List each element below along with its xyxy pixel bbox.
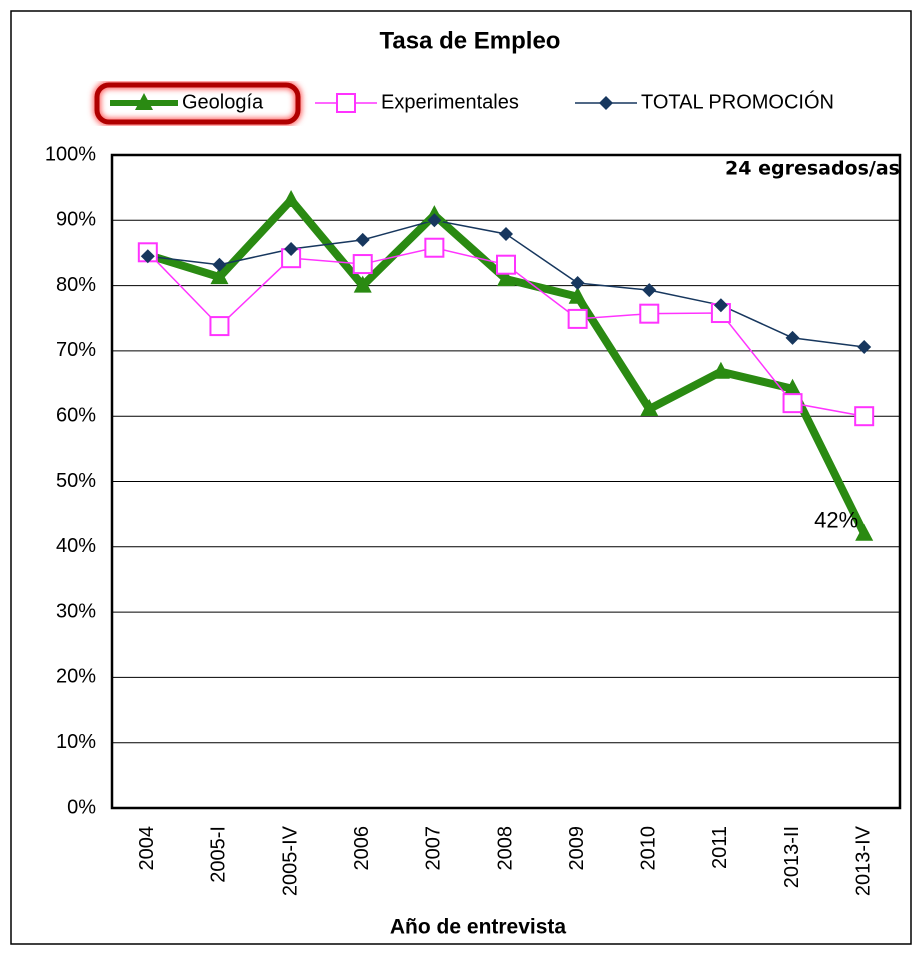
y-tick-label: 50% (56, 470, 96, 492)
y-tick-label: 100% (45, 143, 96, 165)
x-tick-label: 2005-I (208, 826, 230, 883)
marker (355, 232, 370, 247)
marker (352, 254, 373, 275)
series-line (146, 194, 868, 536)
marker (140, 249, 155, 264)
marker (497, 269, 515, 287)
y-tick-label: 90% (56, 209, 96, 231)
marker (642, 283, 657, 298)
y-tick-label: 20% (56, 666, 96, 688)
y-tick-label: 10% (56, 731, 96, 753)
x-tick-label: 2004 (136, 826, 158, 871)
x-tick-label: 2006 (351, 826, 373, 871)
marker (427, 213, 442, 228)
legend-marker (336, 93, 356, 113)
x-tick-label: 2013-II (781, 826, 803, 888)
plot-border (110, 153, 902, 810)
marker (640, 399, 659, 417)
x-axis-title: Año de entrevista (390, 916, 567, 939)
x-tick-label: 2013-IV (852, 825, 874, 896)
x-tick-label: 2009 (566, 826, 588, 871)
marker (783, 378, 802, 396)
y-tick-label: 70% (56, 339, 96, 361)
marker (209, 316, 230, 337)
x-tick-label: 2008 (494, 826, 516, 871)
marker (353, 275, 372, 293)
marker (499, 227, 513, 242)
marker (855, 523, 874, 541)
y-tick-label: 80% (56, 274, 96, 296)
marker (857, 339, 872, 354)
x-tick-label: 2007 (423, 826, 445, 871)
legend-label: Geología (182, 91, 264, 113)
marker (567, 308, 588, 329)
x-tick-label: 2005-IV (279, 825, 301, 896)
marker (785, 330, 800, 345)
y-tick-label: 0% (67, 796, 96, 818)
marker (639, 303, 660, 324)
frame (10, 10, 912, 945)
data-label: 42% (814, 508, 858, 533)
legend-label: TOTAL PROMOCIÓN (641, 90, 834, 113)
chart-title: Tasa de Empleo (380, 27, 561, 54)
marker (711, 361, 730, 379)
legend-label: Experimentales (381, 91, 519, 113)
x-tick-label: 2010 (638, 826, 660, 871)
marker (570, 275, 585, 290)
marker (854, 406, 875, 427)
y-tick-label: 30% (56, 600, 96, 622)
legend-marker (135, 93, 153, 110)
marker (212, 257, 227, 272)
y-tick-label: 60% (56, 404, 96, 426)
marker (496, 254, 516, 275)
marker (568, 286, 587, 304)
marker (284, 242, 299, 257)
marker (782, 393, 803, 414)
marker (282, 190, 301, 208)
marker (424, 237, 445, 258)
marker (210, 267, 229, 285)
x-tick-label: 2011 (709, 826, 731, 869)
marker (713, 298, 728, 313)
highlight (94, 82, 301, 125)
y-tick-label: 40% (56, 535, 96, 557)
subtitle: 24 egresados/as (725, 158, 900, 180)
legend-marker (599, 96, 613, 110)
